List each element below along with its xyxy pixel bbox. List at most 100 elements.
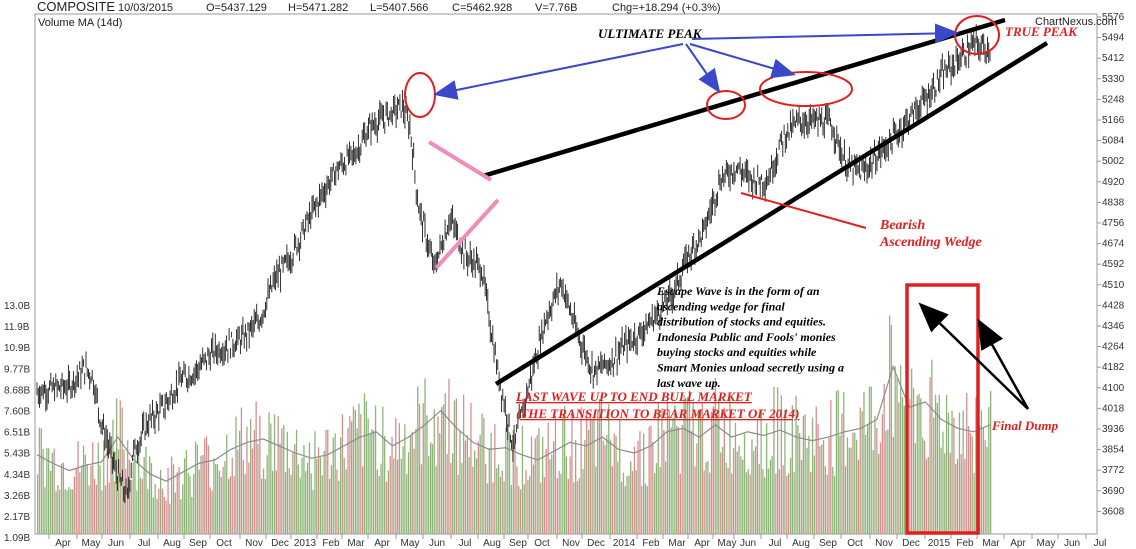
volume-bar: [532, 464, 535, 534]
watermark: ChartNexus.com: [1035, 16, 1117, 28]
volume-bar: [145, 447, 147, 534]
volume-bar: [75, 467, 77, 534]
volume-bar: [510, 485, 512, 534]
volume-bar: [668, 410, 670, 534]
volume-bar: [71, 489, 74, 534]
x-tick-label: Dec: [271, 538, 289, 549]
x-tick-label: Feb: [956, 538, 974, 549]
price-tick-label: 4674: [1102, 239, 1125, 250]
volume-bar: [474, 450, 476, 534]
volume-bar: [738, 445, 740, 534]
volume-bar: [923, 440, 926, 534]
escape-wave-line: Smart Monies unload secretly using a: [657, 361, 844, 375]
volume-bar: [343, 457, 345, 534]
volume-bar: [755, 446, 757, 534]
volume-bar: [59, 489, 61, 534]
volume-bar: [187, 472, 189, 534]
volume-bar: [420, 464, 423, 534]
price-tick-label: 4346: [1102, 321, 1125, 332]
volume-bar: [521, 425, 524, 534]
volume-bar: [373, 430, 375, 534]
header-open: O=5437.129: [206, 2, 267, 14]
volume-bar: [712, 406, 714, 534]
volume-bar: [628, 475, 630, 534]
volume-bar: [945, 394, 948, 534]
volume-bar: [643, 433, 645, 534]
price-tick-label: 4018: [1102, 403, 1125, 414]
volume-bar: [865, 434, 867, 534]
volume-bar: [488, 447, 490, 534]
volume-bar: [791, 405, 793, 534]
volume-bar: [811, 417, 814, 534]
volume-bar: [690, 431, 692, 534]
price-tick-label: 5248: [1102, 94, 1125, 105]
volume-bar: [66, 490, 68, 534]
volume-bar: [363, 393, 366, 534]
volume-bar: [204, 438, 206, 534]
volume-bar: [529, 475, 531, 534]
x-tick-label: May: [82, 538, 101, 549]
volume-bar: [255, 401, 257, 534]
volume-bar: [378, 476, 380, 534]
x-tick-label: Feb: [642, 538, 660, 549]
volume-bar: [942, 431, 944, 534]
volume-bar: [986, 446, 988, 534]
volume-bar: [93, 478, 96, 534]
volume-bar: [896, 378, 898, 534]
volume-bar: [527, 480, 529, 534]
x-tick-label: Aug: [483, 538, 501, 549]
volume-bar: [828, 438, 830, 534]
x-tick-label: Apr: [55, 538, 71, 549]
volume-bar: [650, 425, 652, 534]
x-tick-label: Feb: [322, 538, 340, 549]
volume-bar: [940, 447, 942, 534]
volume-bar: [444, 393, 446, 534]
volume-bar: [127, 440, 129, 534]
volume-bar: [736, 451, 738, 534]
volume-bar: [523, 484, 525, 534]
volume-tick-label: 8.68B: [4, 385, 30, 396]
volume-bar: [497, 464, 500, 534]
volume-bar: [747, 469, 749, 534]
volume-bar: [424, 378, 426, 534]
volume-bar: [705, 462, 707, 534]
volume-bar: [507, 414, 509, 534]
volume-bar: [415, 428, 417, 534]
volume-bar: [556, 478, 558, 534]
volume-bar: [927, 457, 929, 534]
price-tick-label: 4592: [1102, 259, 1125, 270]
volume-bar: [683, 395, 685, 534]
volume-bar: [235, 416, 237, 534]
volume-bar: [334, 433, 336, 534]
x-tick-label: Jun: [740, 538, 756, 549]
volume-bar: [617, 461, 619, 534]
ultimate-peak-label: ULTIMATE PEAK: [598, 26, 703, 41]
volume-bar: [870, 386, 872, 534]
volume-bar: [418, 403, 421, 534]
volume-bar: [833, 475, 836, 534]
volume-bar: [821, 444, 823, 534]
volume-bar: [110, 449, 112, 534]
ascending-wedge-label: Ascending Wedge: [879, 235, 982, 250]
x-tick-label: Oct: [216, 538, 232, 549]
header-high: H=5471.282: [288, 2, 348, 14]
volume-bar: [709, 472, 711, 534]
volume-bar: [147, 488, 149, 534]
volume-bar: [657, 402, 659, 534]
volume-tick-label: 13.0B: [4, 301, 30, 312]
volume-bar: [435, 466, 437, 534]
volume-bar: [134, 455, 136, 534]
volume-bar: [565, 456, 568, 534]
volume-bar: [988, 407, 990, 534]
price-tick-label: 4920: [1102, 177, 1125, 188]
volume-bar: [431, 444, 434, 534]
price-tick-label: 4100: [1102, 383, 1125, 394]
volume-bar: [393, 458, 395, 534]
volume-bar: [182, 484, 184, 534]
blue-arrow-to-aug-peak: [689, 43, 796, 78]
volume-bar: [687, 397, 689, 534]
volume-tick-label: 5.43B: [4, 449, 30, 460]
volume-bar: [226, 434, 228, 534]
volume-bar: [589, 417, 591, 534]
escape-wave-line: ascending wedge for final: [657, 299, 785, 313]
